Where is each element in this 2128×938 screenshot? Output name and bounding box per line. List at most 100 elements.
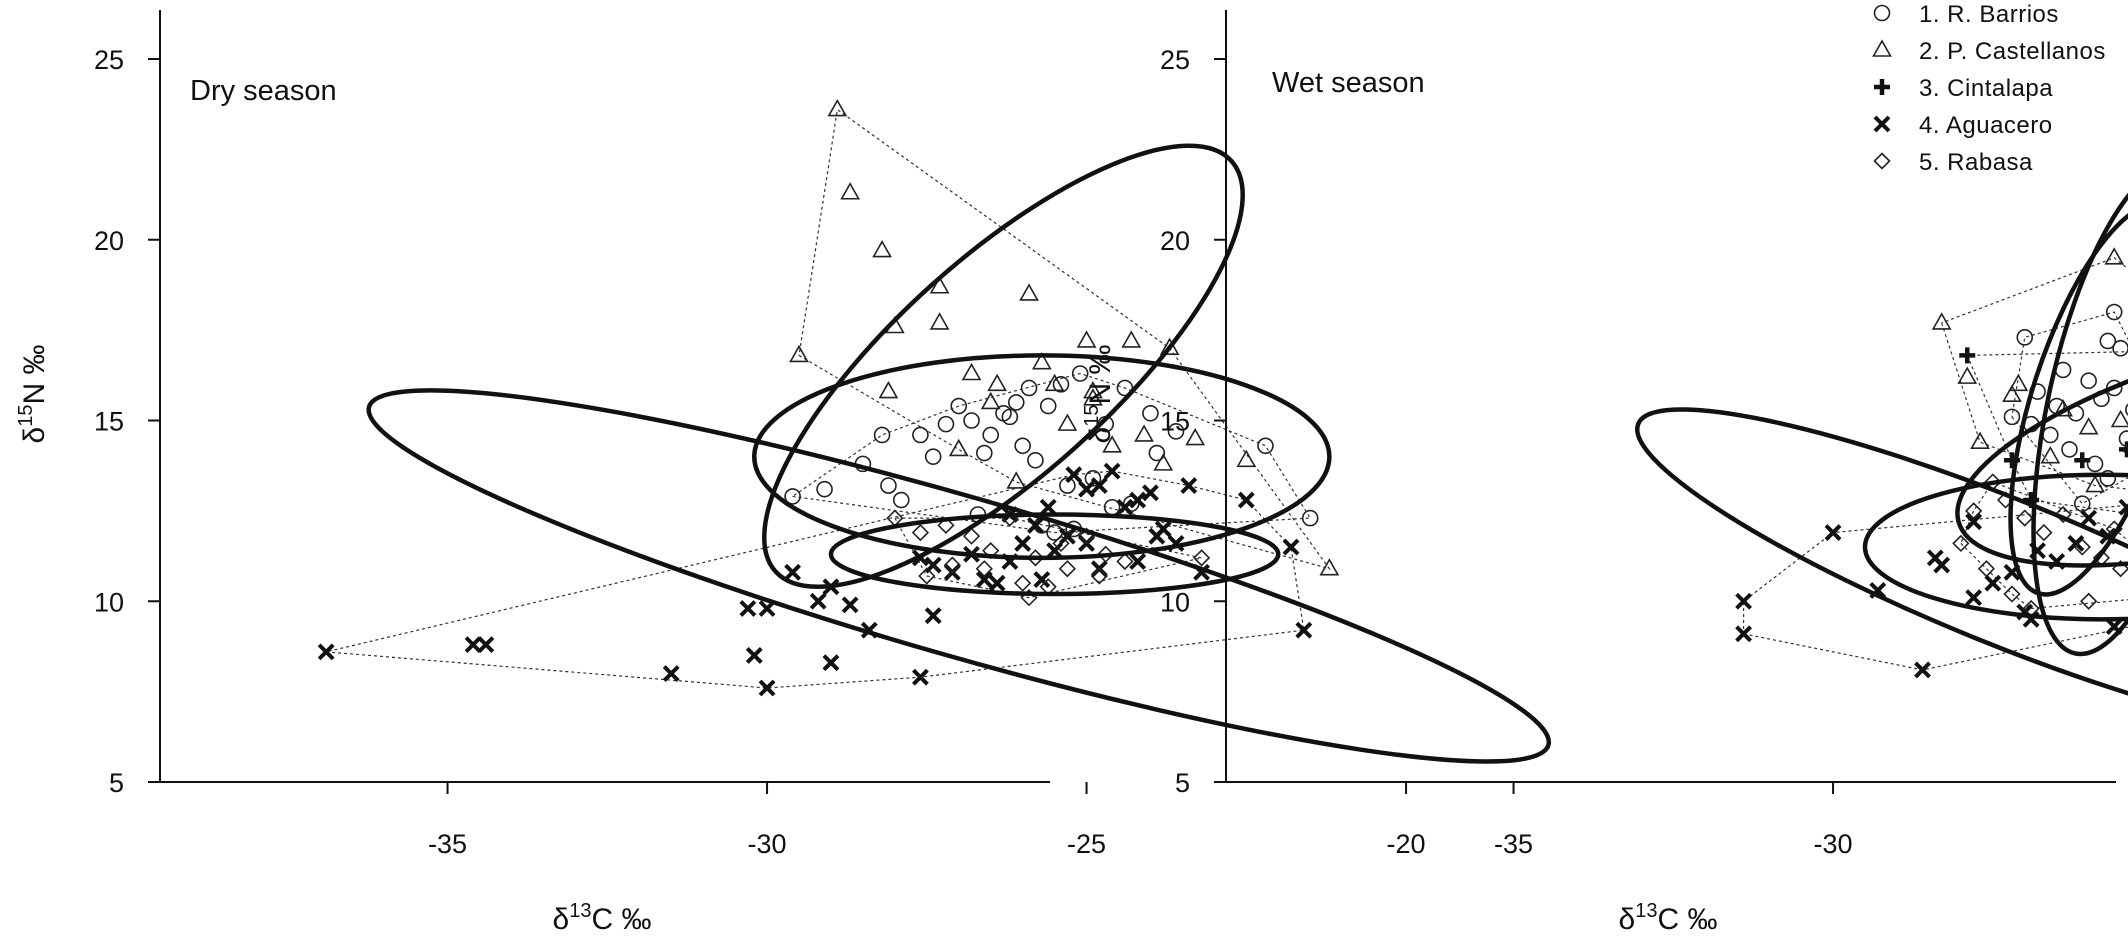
y-tick-label: 20: [94, 226, 124, 256]
data-point: [937, 516, 955, 534]
data-point: [2110, 409, 2128, 428]
data-point: [872, 239, 892, 258]
data-point: [477, 636, 495, 654]
data-point: [2003, 408, 2021, 426]
data-point: [816, 480, 833, 498]
data-point: [987, 373, 1007, 392]
legend-marker: [1874, 79, 1890, 95]
data-point: [1058, 560, 1077, 578]
data-point: [809, 592, 827, 610]
data-point: [878, 380, 899, 399]
standard-ellipse: [752, 353, 1332, 561]
data-point: [1071, 365, 1089, 382]
data-point: [1824, 524, 1842, 541]
data-point: [1026, 549, 1045, 567]
data-point: [1027, 451, 1044, 469]
data-point: [2008, 373, 2029, 392]
data-point: [1027, 516, 1044, 534]
data-point: [2086, 455, 2104, 473]
data-point: [1984, 574, 2002, 592]
data-point: [827, 98, 848, 117]
data-point: [1020, 379, 1038, 397]
data-point: [662, 665, 680, 682]
data-point: [1014, 437, 1031, 455]
data-point: [1319, 558, 1340, 576]
data-point: [1977, 560, 1996, 578]
x-tick-label: -35: [1494, 829, 1533, 859]
data-point: [982, 426, 1000, 444]
data-point: [2118, 441, 2128, 458]
data-point: [2003, 585, 2021, 603]
convex-hull: [2011, 311, 2128, 505]
data-point: [1006, 471, 1027, 489]
standard-ellipse: [1635, 407, 2128, 738]
data-point: [1116, 498, 1134, 516]
data-point: [924, 607, 942, 625]
data-point: [2002, 384, 2022, 402]
data-point: [2080, 592, 2098, 610]
data-point: [1058, 527, 1076, 545]
y-tick-label: 10: [94, 587, 124, 617]
data-point: [1090, 477, 1108, 494]
data-point: [1033, 571, 1051, 588]
data-point: [1084, 470, 1102, 487]
data-point: [1031, 352, 1052, 370]
data-point: [2104, 247, 2125, 265]
legend-label: 4. Aguacero: [1919, 112, 2053, 139]
data-point: [1965, 513, 1983, 531]
data-point: [1237, 491, 1255, 509]
data-point: [2099, 332, 2117, 350]
data-point: [1180, 477, 1198, 494]
data-point: [1129, 491, 1147, 509]
data-point: [1039, 397, 1057, 415]
standard-ellipse: [828, 512, 1281, 597]
data-point: [1933, 556, 1951, 574]
data-point: [1014, 534, 1032, 552]
data-point: [1959, 347, 1976, 364]
data-point: [918, 567, 936, 585]
convex-hull: [790, 372, 1312, 534]
data-point: [1148, 527, 1166, 545]
data-point: [2080, 509, 2098, 527]
data-point: [1142, 484, 1159, 502]
data-point: [1957, 366, 1978, 384]
data-point: [924, 448, 942, 465]
data-point: [975, 571, 993, 588]
data-point: [1078, 480, 1095, 498]
data-point: [911, 668, 929, 686]
data-point: [1167, 423, 1185, 440]
data-point: [1090, 567, 1108, 585]
standard-ellipse: [1955, 316, 2128, 568]
data-point: [988, 574, 1006, 592]
data-point: [1001, 408, 1019, 426]
panel-title: Dry season: [190, 75, 337, 107]
data-point: [1097, 545, 1115, 563]
convex-hull: [326, 470, 1305, 689]
x-tick-label: -35: [428, 829, 467, 859]
data-point: [1257, 437, 1274, 455]
data-point: [1159, 337, 1180, 356]
data-point: [789, 344, 809, 363]
panel-title: Wet season: [1272, 67, 1425, 99]
data-point: [2016, 329, 2034, 346]
data-point: [1129, 553, 1147, 570]
data-point: [975, 560, 993, 578]
legend-marker: [1873, 115, 1891, 133]
data-point: [1236, 449, 1257, 468]
x-tick-label: -20: [1387, 829, 1426, 859]
data-point: [2118, 498, 2128, 516]
data-point: [1964, 502, 1983, 520]
y-tick-label: 5: [1175, 768, 1190, 798]
data-point: [2080, 372, 2097, 390]
y-tick-label: 20: [1160, 226, 1190, 256]
legend-marker: [1873, 4, 1891, 22]
data-point: [2035, 523, 2053, 542]
data-point: [1083, 380, 1103, 399]
y-tick-label: 15: [94, 407, 124, 437]
data-point: [2042, 426, 2059, 444]
data-point: [912, 426, 929, 444]
data-point: [1970, 431, 1990, 449]
data-point: [937, 415, 955, 433]
data-point: [840, 182, 860, 200]
